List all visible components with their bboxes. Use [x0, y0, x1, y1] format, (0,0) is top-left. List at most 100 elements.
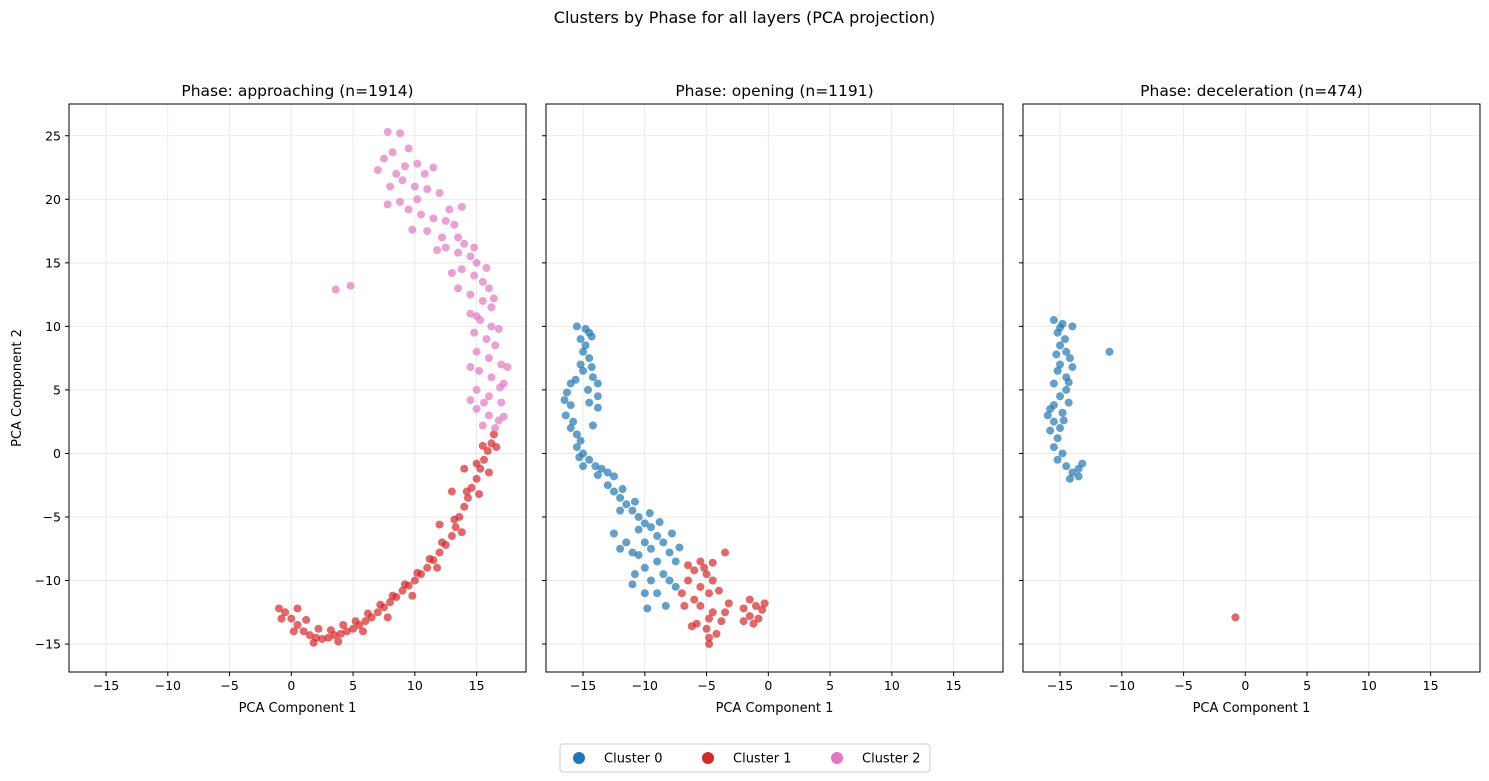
point-cluster-0 — [609, 487, 618, 496]
point-cluster-1 — [684, 576, 693, 585]
point-cluster-0 — [585, 398, 594, 407]
x-tick-label: 10 — [407, 678, 423, 693]
point-cluster-0 — [585, 354, 594, 363]
point-cluster-1 — [410, 576, 419, 585]
point-cluster-1 — [293, 604, 302, 613]
x-tick-label: 5 — [826, 678, 834, 693]
point-cluster-1 — [696, 557, 705, 566]
panel-title: Phase: deceleration (n=474) — [1140, 82, 1363, 100]
point-cluster-0 — [628, 506, 637, 515]
point-cluster-0 — [560, 396, 569, 405]
point-cluster-0 — [1105, 347, 1114, 356]
legend: Cluster 0 Cluster 1 Cluster 2 — [559, 743, 931, 773]
point-cluster-2 — [470, 243, 479, 252]
point-cluster-1 — [705, 589, 714, 598]
point-cluster-0 — [609, 529, 618, 538]
point-cluster-1 — [451, 523, 460, 532]
point-cluster-0 — [579, 462, 588, 471]
point-cluster-2 — [460, 239, 469, 248]
point-cluster-2 — [484, 411, 493, 420]
point-cluster-0 — [634, 512, 643, 521]
point-cluster-1 — [696, 601, 705, 610]
point-cluster-0 — [1068, 363, 1077, 372]
point-cluster-2 — [499, 412, 508, 421]
point-cluster-0 — [643, 604, 652, 613]
point-cluster-1 — [705, 614, 714, 623]
point-cluster-0 — [576, 335, 585, 344]
point-cluster-2 — [466, 252, 475, 261]
point-cluster-1 — [351, 617, 360, 626]
point-cluster-2 — [413, 195, 422, 204]
point-cluster-0 — [628, 580, 637, 589]
point-cluster-1 — [363, 609, 372, 618]
legend-marker-2 — [831, 752, 843, 764]
point-cluster-0 — [661, 601, 670, 610]
point-cluster-2 — [478, 296, 487, 305]
point-cluster-0 — [579, 347, 588, 356]
y-tick-label: −15 — [35, 637, 61, 652]
point-cluster-0 — [659, 538, 668, 547]
y-tick-label: 25 — [45, 128, 61, 143]
point-cluster-0 — [640, 563, 649, 572]
point-cluster-1 — [386, 598, 395, 607]
point-cluster-0 — [1046, 404, 1055, 413]
legend-marker-1 — [702, 752, 714, 764]
x-tick-label: −5 — [220, 678, 238, 693]
point-cluster-1 — [702, 624, 711, 633]
point-cluster-0 — [1053, 455, 1062, 464]
point-cluster-0 — [653, 532, 662, 541]
point-cluster-0 — [1060, 335, 1069, 344]
x-tick-label: −15 — [93, 678, 119, 693]
point-cluster-1 — [309, 638, 318, 647]
point-cluster-2 — [383, 200, 392, 209]
x-axis-label: PCA Component 1 — [1193, 701, 1311, 716]
point-cluster-2 — [445, 205, 454, 214]
axes-frame — [545, 103, 1004, 673]
point-cluster-0 — [566, 424, 575, 433]
point-cluster-0 — [1053, 434, 1062, 443]
point-cluster-2 — [497, 360, 506, 369]
point-cluster-0 — [1049, 443, 1058, 452]
point-cluster-1 — [690, 595, 699, 604]
point-cluster-1 — [438, 538, 447, 547]
point-cluster-1 — [408, 591, 417, 600]
point-cluster-2 — [429, 214, 438, 223]
point-cluster-0 — [587, 332, 596, 341]
legend-label-1: Cluster 1 — [733, 752, 792, 767]
point-cluster-1 — [463, 493, 472, 502]
point-cluster-0 — [640, 519, 649, 528]
point-cluster-1 — [472, 474, 481, 483]
point-cluster-1 — [712, 629, 721, 638]
point-cluster-0 — [659, 570, 668, 579]
point-cluster-2 — [392, 169, 401, 178]
point-cluster-2 — [373, 166, 382, 175]
point-cluster-2 — [491, 424, 500, 433]
point-cluster-1 — [696, 582, 705, 591]
point-cluster-2 — [494, 324, 503, 333]
point-cluster-0 — [1056, 360, 1065, 369]
point-cluster-0 — [593, 392, 602, 401]
point-cluster-1 — [714, 586, 723, 595]
point-cluster-0 — [1065, 474, 1074, 483]
x-tick-label: 5 — [349, 678, 357, 693]
point-cluster-0 — [646, 523, 655, 532]
point-cluster-2 — [496, 383, 505, 392]
x-tick-label: −15 — [1047, 678, 1073, 693]
point-cluster-1 — [692, 619, 701, 628]
point-cluster-2 — [472, 258, 481, 267]
point-cluster-2 — [470, 328, 479, 337]
x-tick-label: −10 — [1109, 678, 1135, 693]
point-cluster-0 — [1046, 426, 1055, 435]
point-cluster-2 — [489, 294, 498, 303]
point-cluster-1 — [721, 548, 730, 557]
point-cluster-1 — [717, 617, 726, 626]
point-cluster-0 — [634, 525, 643, 534]
point-cluster-0 — [1062, 385, 1071, 394]
point-cluster-2 — [400, 162, 409, 171]
point-cluster-2 — [487, 303, 496, 312]
point-cluster-1 — [305, 631, 314, 640]
point-cluster-0 — [561, 411, 570, 420]
point-cluster-0 — [1056, 424, 1065, 433]
point-cluster-1 — [480, 455, 489, 464]
